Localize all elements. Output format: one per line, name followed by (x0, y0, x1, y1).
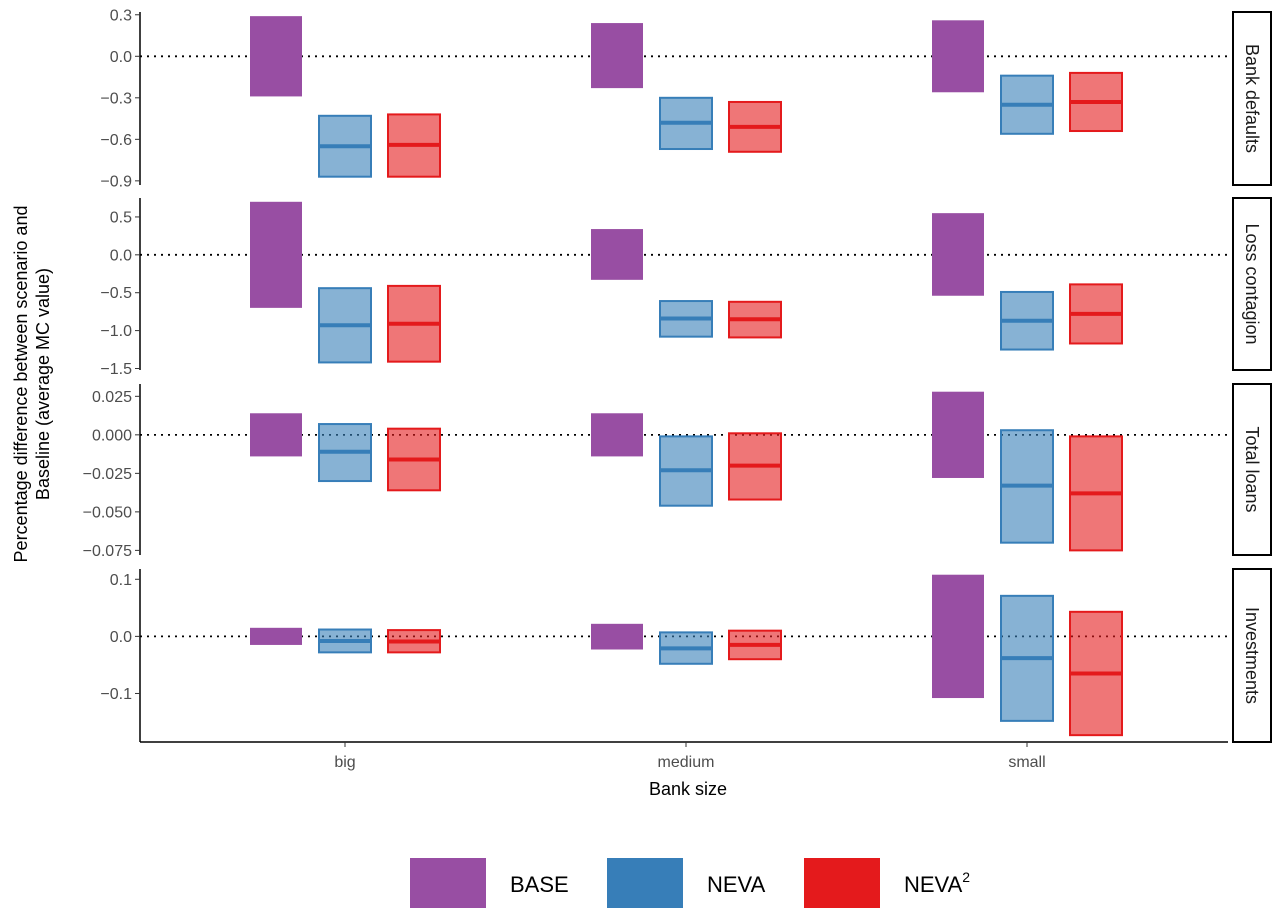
crossbar-base-small (932, 20, 984, 93)
facet-strip-box (1232, 11, 1272, 186)
y-axis-title-line-1: Percentage difference between scenario a… (11, 206, 31, 563)
legend: BASE NEVA NEVA2 (410, 858, 970, 908)
crossbar-base-medium (591, 623, 643, 650)
y-tick-label: −0.3 (100, 90, 132, 107)
crossbar-base-big (250, 201, 302, 308)
crossbar-base-medium (591, 413, 643, 457)
y-tick-label: −0.9 (100, 173, 132, 190)
facet-panel: 0.025 0.000 −0.025 −0.050 −0.075 Total loans (83, 383, 1272, 560)
y-tick-label: −1.0 (100, 323, 132, 340)
y-tick-label: −0.6 (100, 132, 132, 149)
facets: 0.3 0.0 −0.3 −0.6 −0.9 Bank defaults 0.5 0.0 −0.… (83, 7, 1272, 743)
x-tick-label: small (1008, 754, 1045, 771)
y-tick-label: −0.050 (83, 504, 132, 521)
x-tick-label: big (334, 754, 355, 771)
legend-swatch (607, 858, 683, 908)
y-tick-label: 0.0 (110, 629, 132, 646)
x-tick-label: medium (658, 754, 715, 771)
crossbar-base-big (250, 627, 302, 645)
y-axis-title-line-2: Baseline (average MC value) (33, 268, 53, 500)
legend-label-superscript: 2 (962, 869, 970, 885)
crossbar-base-small (932, 574, 984, 699)
y-tick-label: 0.025 (92, 389, 132, 406)
facet-strip-box (1232, 568, 1272, 743)
legend-swatch (804, 858, 880, 908)
legend-entry-base: BASE (410, 858, 569, 908)
facet-strip-label: Bank defaults (1242, 44, 1262, 153)
y-tick-label: 0.000 (92, 427, 132, 444)
x-axis-title: Bank size (649, 779, 727, 799)
crossbar-base-big (250, 413, 302, 457)
legend-entry-neva2: NEVA2 (804, 858, 970, 908)
crossbar-base-big (250, 16, 302, 97)
facet-panel: 0.1 0.0 −0.1 Investments (100, 568, 1272, 743)
y-tick-label: 0.5 (110, 209, 132, 226)
facet-panel: 0.3 0.0 −0.3 −0.6 −0.9 Bank defaults (100, 7, 1272, 190)
legend-label: NEVA (707, 872, 766, 897)
y-tick-label: −0.1 (100, 686, 132, 703)
crossbar-base-small (932, 213, 984, 296)
facet-strip: Investments (1232, 568, 1272, 743)
y-tick-label: −0.025 (83, 466, 132, 483)
facet-strip: Total loans (1232, 383, 1272, 556)
legend-label: BASE (510, 872, 569, 897)
legend-swatch (410, 858, 486, 908)
facet-strip-box (1232, 197, 1272, 371)
y-tick-label: −1.5 (100, 361, 132, 378)
legend-label: NEVA2 (904, 869, 970, 897)
legend-entry-neva: NEVA (607, 858, 766, 908)
crossbar-base-medium (591, 229, 643, 280)
crossbar-base-medium (591, 23, 643, 89)
facet-panel: 0.5 0.0 −0.5 −1.0 −1.5 Loss contagion (100, 197, 1272, 378)
facet-strip: Loss contagion (1232, 197, 1272, 371)
facet-strip-box (1232, 383, 1272, 556)
y-tick-label: −0.075 (83, 543, 132, 560)
y-tick-label: 0.0 (110, 49, 132, 66)
x-axis: big medium small (140, 741, 1228, 771)
facet-strip: Bank defaults (1232, 11, 1272, 186)
y-tick-label: 0.1 (110, 572, 132, 589)
facet-strip-label: Investments (1242, 607, 1262, 704)
crossbar-base-small (932, 391, 984, 478)
y-tick-label: 0.0 (110, 247, 132, 264)
y-tick-label: 0.3 (110, 7, 132, 24)
y-tick-label: −0.5 (100, 285, 132, 302)
facet-strip-label: Total loans (1242, 426, 1262, 512)
facet-strip-label: Loss contagion (1242, 223, 1262, 344)
